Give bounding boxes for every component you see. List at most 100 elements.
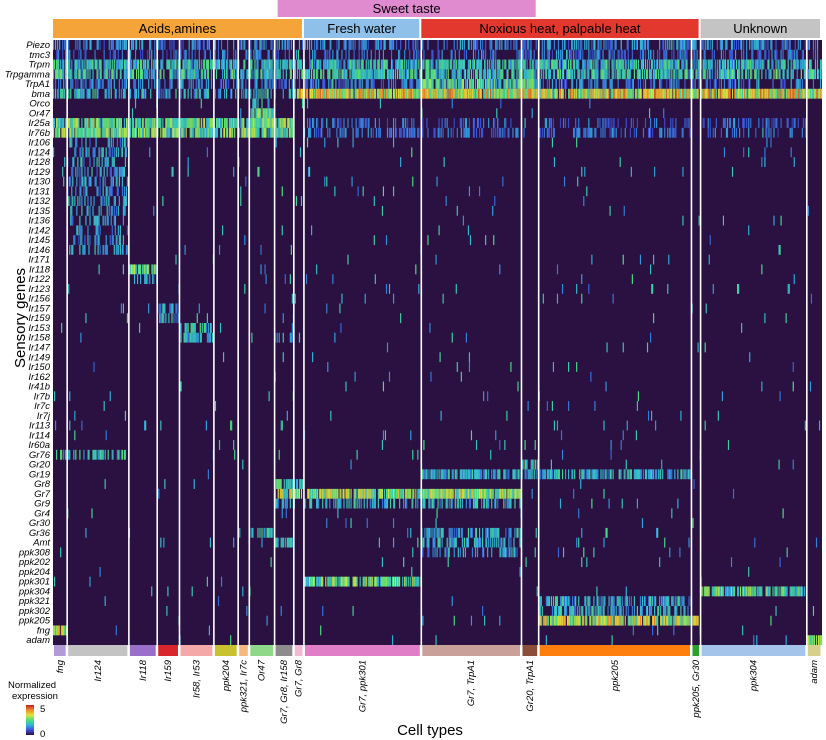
heat-cell bbox=[611, 127, 613, 138]
heat-cell bbox=[134, 98, 137, 109]
heat-cell bbox=[530, 79, 532, 89]
heat-cell bbox=[427, 40, 429, 50]
heat-cell bbox=[347, 88, 349, 99]
heat-cell bbox=[281, 40, 283, 50]
heat-cell bbox=[807, 69, 809, 80]
heat-cell bbox=[654, 59, 656, 70]
heat-cell bbox=[132, 79, 135, 89]
heat-cell bbox=[99, 449, 101, 460]
heat-cell bbox=[467, 225, 470, 236]
heat-cell bbox=[122, 127, 124, 138]
heat-cell bbox=[382, 79, 385, 89]
heat-cell bbox=[69, 59, 71, 70]
heat-cell bbox=[802, 49, 804, 60]
heat-cell bbox=[779, 88, 781, 99]
heat-cell bbox=[190, 322, 192, 333]
heat-cell bbox=[294, 59, 296, 70]
heat-cell bbox=[508, 88, 510, 99]
heat-cell bbox=[494, 118, 496, 128]
heat-cell bbox=[196, 59, 198, 70]
heat-cell bbox=[287, 118, 289, 128]
heat-cell bbox=[119, 244, 121, 255]
heat-cell bbox=[187, 88, 189, 99]
heat-cell bbox=[775, 40, 777, 50]
heat-cell bbox=[86, 127, 88, 138]
heat-cell bbox=[173, 40, 175, 50]
heat-cell bbox=[354, 79, 356, 89]
heat-cell bbox=[603, 488, 605, 499]
heat-cell bbox=[633, 469, 635, 480]
heat-cell bbox=[59, 40, 61, 50]
heat-cell bbox=[369, 488, 371, 499]
heat-cell bbox=[256, 69, 258, 80]
heat-cell bbox=[98, 205, 100, 216]
heat-cell bbox=[592, 49, 594, 60]
heat-cell bbox=[432, 59, 434, 70]
heat-cell bbox=[571, 469, 573, 480]
heat-cell bbox=[115, 176, 117, 187]
heat-cell bbox=[553, 40, 556, 50]
heat-cell bbox=[375, 69, 377, 80]
heat-cell bbox=[345, 88, 347, 99]
heat-cell bbox=[709, 40, 711, 50]
heat-cell bbox=[528, 79, 530, 89]
heat-cell bbox=[92, 205, 94, 216]
heat-cell bbox=[814, 49, 817, 60]
heat-cell bbox=[362, 118, 364, 128]
heat-cell bbox=[454, 488, 456, 499]
heat-cell bbox=[639, 469, 642, 480]
heat-cell bbox=[523, 59, 525, 70]
heat-cell bbox=[339, 127, 341, 138]
heat-cell bbox=[455, 488, 457, 499]
heat-cell bbox=[438, 127, 440, 138]
heat-cell bbox=[380, 69, 382, 80]
heat-cell bbox=[392, 88, 395, 99]
heat-cell bbox=[783, 69, 785, 80]
heat-cell bbox=[466, 79, 468, 89]
heat-cell bbox=[76, 69, 78, 80]
heat-cell bbox=[152, 264, 154, 275]
heat-cell bbox=[386, 118, 389, 128]
heat-cell bbox=[639, 88, 642, 99]
heat-cell bbox=[619, 88, 621, 99]
heat-cell bbox=[443, 469, 445, 480]
heatmap-cells bbox=[53, 40, 823, 646]
heat-cell bbox=[610, 79, 612, 89]
heat-cell bbox=[111, 59, 113, 70]
heat-cell bbox=[601, 59, 603, 70]
heat-cell bbox=[87, 118, 89, 128]
heat-cell bbox=[289, 498, 291, 509]
heat-cell bbox=[133, 127, 136, 138]
heat-cell bbox=[456, 469, 458, 480]
heat-cell bbox=[145, 264, 147, 275]
heat-cell bbox=[268, 391, 270, 402]
heat-cell bbox=[169, 40, 171, 50]
heat-cell bbox=[198, 88, 200, 99]
heat-cell bbox=[109, 166, 111, 177]
heat-cell bbox=[467, 40, 470, 50]
heat-cell bbox=[603, 537, 605, 548]
heat-cell bbox=[140, 118, 142, 128]
heat-cell bbox=[288, 79, 290, 89]
heat-cell bbox=[625, 459, 627, 470]
heat-cell bbox=[416, 88, 418, 99]
heat-cell bbox=[69, 449, 71, 460]
heat-cell bbox=[282, 352, 284, 363]
heat-cell bbox=[99, 244, 101, 255]
heat-cell bbox=[163, 127, 165, 138]
heat-cell bbox=[743, 79, 745, 89]
heat-cell bbox=[298, 59, 301, 70]
heat-cell bbox=[465, 127, 467, 138]
heat-cell bbox=[454, 88, 456, 99]
heat-cell bbox=[134, 88, 137, 99]
heat-cell bbox=[727, 69, 730, 80]
heat-cell bbox=[350, 40, 352, 50]
heat-cell bbox=[130, 59, 133, 70]
heat-cell bbox=[550, 469, 552, 480]
heat-cell bbox=[107, 196, 109, 206]
heat-cell bbox=[475, 69, 478, 80]
heat-cell bbox=[514, 488, 516, 499]
heat-cell bbox=[186, 69, 188, 80]
heat-cell bbox=[524, 40, 526, 50]
heat-cell bbox=[461, 88, 463, 99]
